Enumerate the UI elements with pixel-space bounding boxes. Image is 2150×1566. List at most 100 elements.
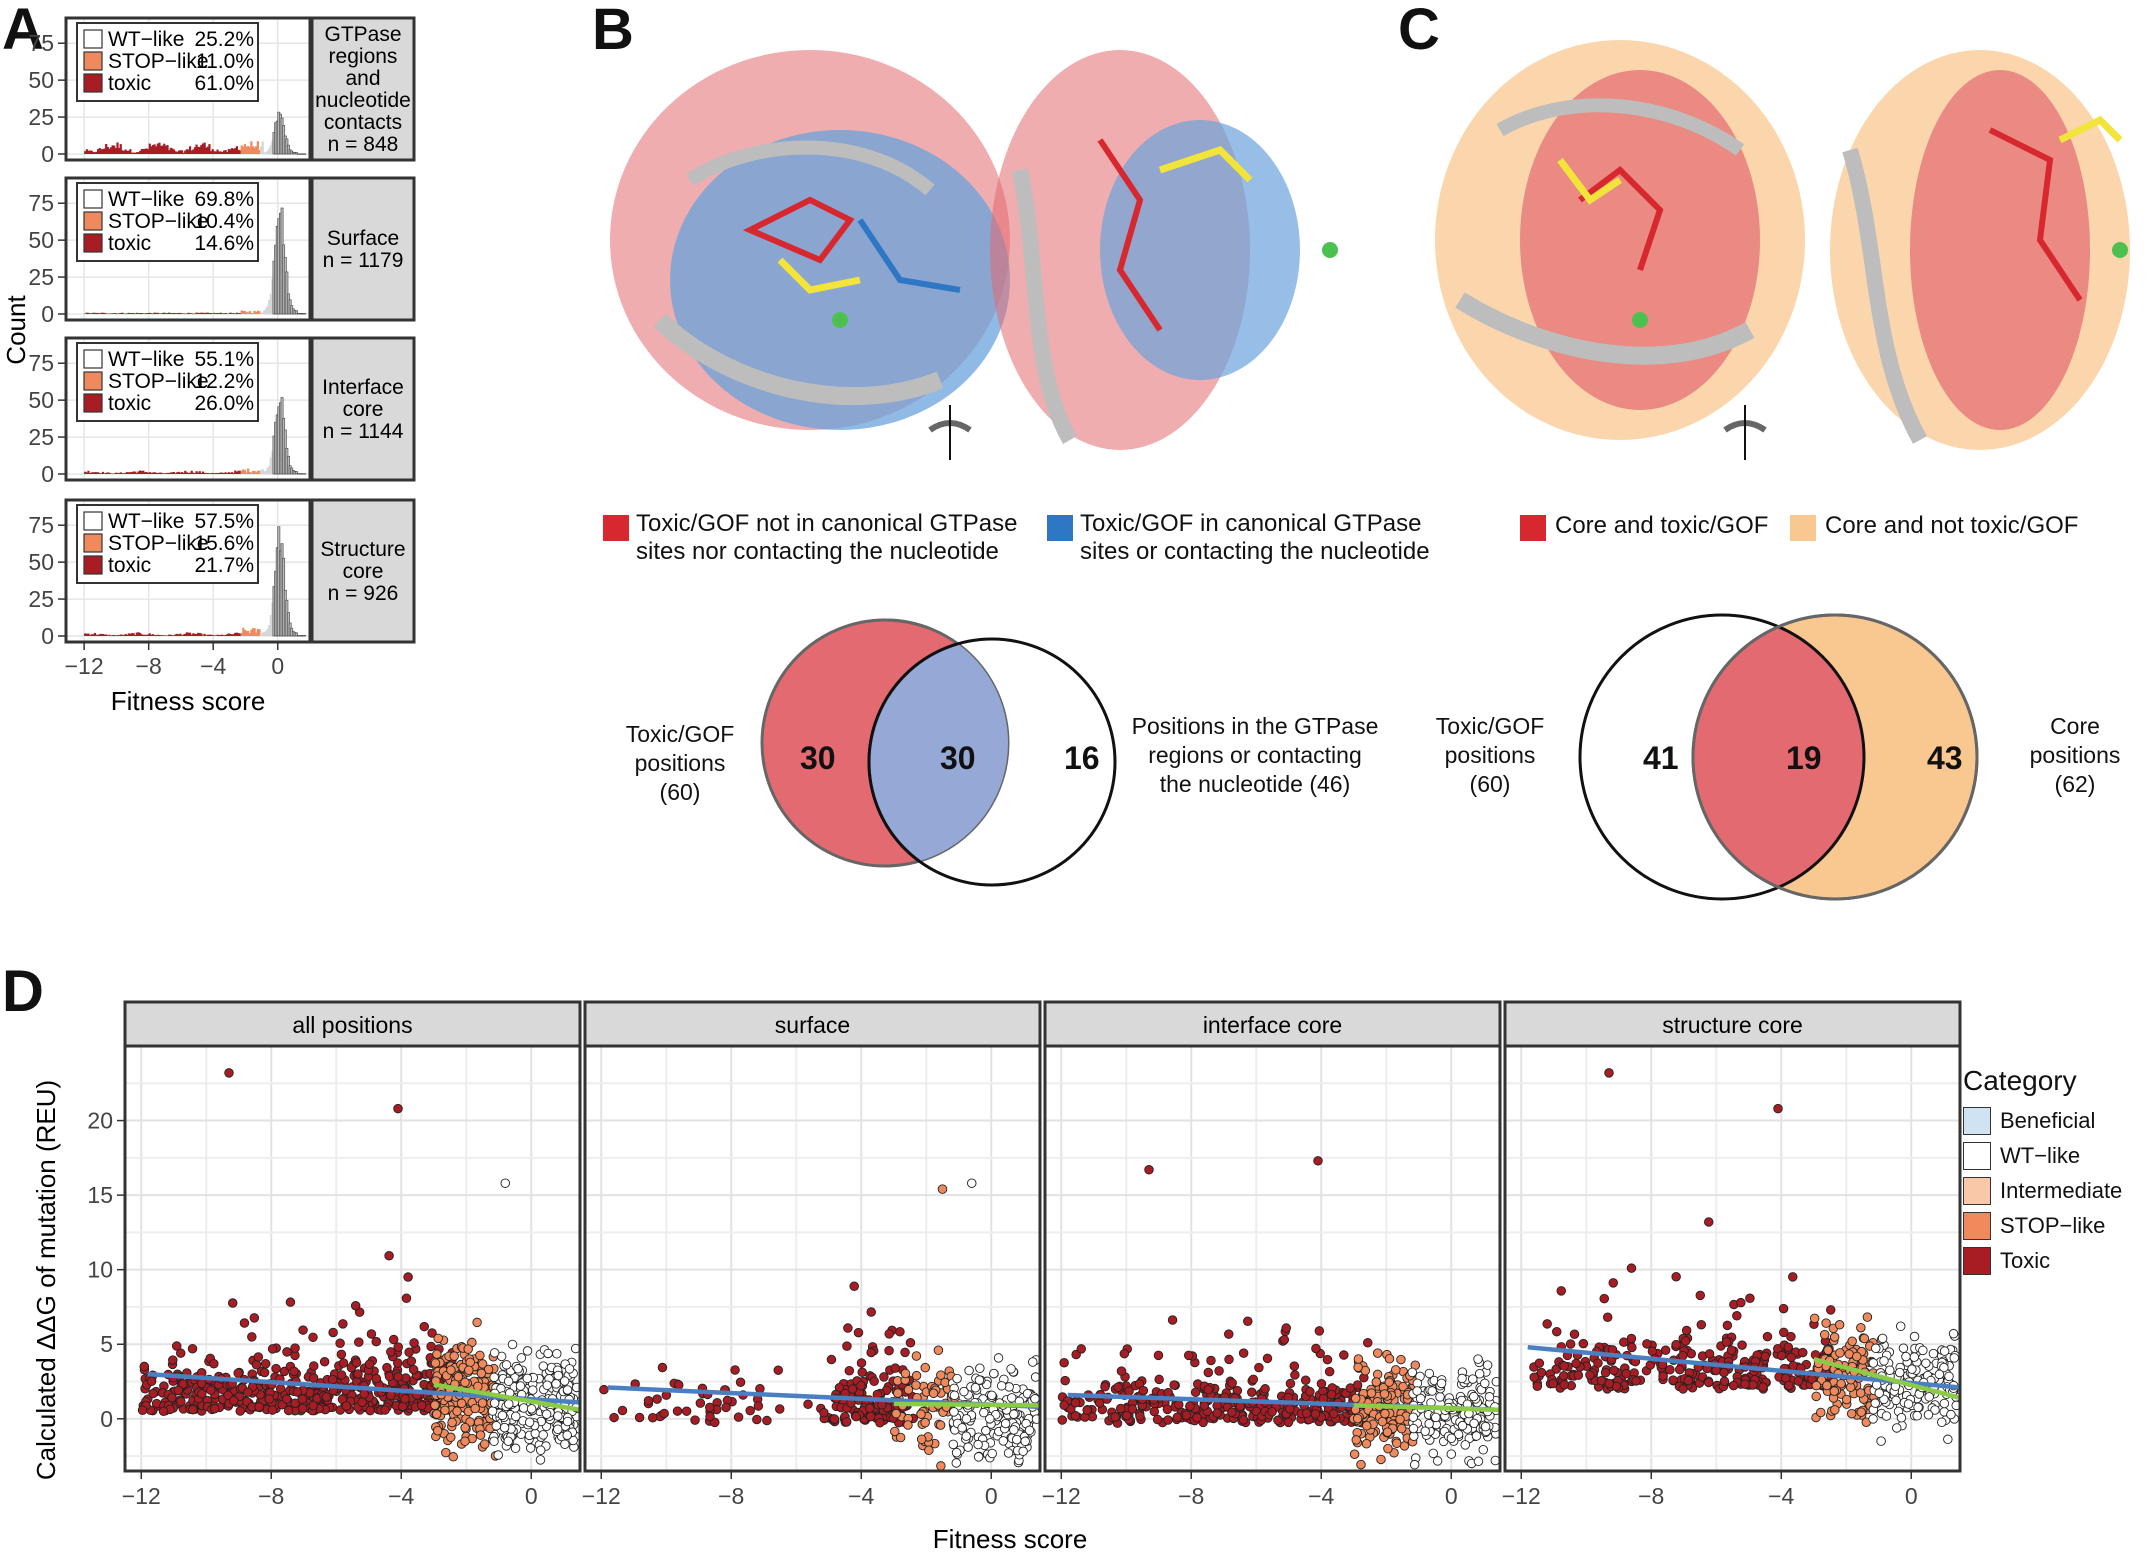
histogram-bar <box>103 473 106 474</box>
histogram-bar <box>242 469 245 474</box>
scatter-facet-3: structure core −12 −8 −4 0 <box>1502 1000 1962 1509</box>
scatter-point <box>1529 1372 1539 1383</box>
histogram-bar <box>134 471 137 474</box>
scatter-point <box>1776 1350 1787 1361</box>
scatter-point <box>819 1407 829 1418</box>
scatter-point <box>1711 1365 1721 1376</box>
scatter-point <box>516 1353 527 1363</box>
histogram-bar <box>153 472 156 474</box>
panel-label-b: B <box>592 0 634 62</box>
histogram-bar <box>137 632 140 636</box>
scatter-point <box>562 1385 573 1395</box>
scatter-point <box>463 1344 473 1354</box>
scatter-point <box>1254 1362 1264 1373</box>
scatter-point <box>1453 1429 1464 1440</box>
scatter-point <box>1836 1378 1846 1389</box>
scatter-point <box>884 1345 894 1356</box>
histogram-bar <box>190 634 193 636</box>
scatter-point <box>979 1407 989 1418</box>
scatter-point <box>503 1436 514 1446</box>
histogram-bar <box>216 634 219 636</box>
histogram-bar <box>161 312 164 314</box>
scatter-point <box>1619 1337 1629 1347</box>
scatter-point <box>446 1432 456 1443</box>
histogram-bar <box>134 152 137 154</box>
scatter-point <box>229 1395 239 1406</box>
scatter-point <box>298 1325 308 1335</box>
scatter-point <box>465 1357 475 1368</box>
legend-pct: 69.8% <box>194 188 254 211</box>
histogram-bar <box>232 148 235 154</box>
histogram-bar <box>269 457 272 474</box>
scatter-point <box>891 1408 901 1419</box>
scatter-point <box>933 1345 944 1356</box>
venn-c-overlap-count: 19 <box>1786 740 1822 776</box>
scatter-point <box>1384 1353 1395 1364</box>
scatter-point <box>890 1426 900 1437</box>
scatter-point <box>456 1398 467 1409</box>
histogram-bar <box>211 472 214 474</box>
histogram-bar <box>127 150 130 154</box>
histogram-bar <box>158 472 161 474</box>
legend-swatch-1 <box>1963 1142 1991 1170</box>
scatter-point <box>1559 1380 1569 1390</box>
histogram-bar <box>221 152 224 154</box>
histogram-bar <box>176 151 179 154</box>
scatter-point <box>146 1376 157 1387</box>
histogram-bar <box>171 635 174 636</box>
scatter-point <box>1431 1412 1441 1423</box>
scatter-point <box>247 1332 257 1342</box>
histogram-bar <box>172 635 176 636</box>
scatter-point <box>1593 1358 1603 1368</box>
scatter-point <box>973 1439 983 1450</box>
histogram-bar <box>103 312 106 314</box>
histogram-bar <box>164 145 167 154</box>
histogram-bar <box>250 629 253 636</box>
scatter-point <box>1398 1381 1408 1392</box>
scatter-point <box>1206 1355 1216 1366</box>
scatter-point <box>1267 1407 1277 1417</box>
histogram-bar <box>200 144 203 154</box>
histogram-bar <box>185 149 188 154</box>
scatter-point <box>1484 1392 1495 1402</box>
histogram-bar <box>266 628 269 636</box>
scatter-point <box>1604 1378 1614 1389</box>
legend-pct: 61.0% <box>194 72 254 95</box>
histogram-bar <box>222 150 226 154</box>
histogram-bar <box>169 634 172 636</box>
histogram-bar <box>106 313 109 315</box>
histogram-bar <box>93 312 97 314</box>
legend-label-1: WT−like <box>2000 1143 2081 1168</box>
scatter-point <box>1238 1348 1249 1358</box>
scatter-point <box>900 1368 911 1379</box>
scatter-point <box>504 1399 514 1409</box>
scatter-point <box>1903 1399 1914 1409</box>
histogram-bar <box>242 146 245 154</box>
scatter-point <box>1391 1438 1402 1449</box>
scatter-point <box>1408 1423 1419 1434</box>
histogram-bar <box>253 310 256 314</box>
histogram-bar <box>113 473 116 474</box>
scatter-point <box>1856 1322 1866 1333</box>
scatter-point <box>753 1401 764 1411</box>
histogram-bar <box>193 313 197 315</box>
scatter-point <box>526 1404 537 1414</box>
scatter-point <box>364 1359 375 1369</box>
histogram-bar <box>85 472 88 474</box>
legend-label: toxic <box>108 554 151 577</box>
histogram-bar <box>197 312 200 314</box>
scatter-point <box>1835 1348 1845 1358</box>
facet-plot-border <box>64 176 312 322</box>
scatter-point <box>403 1272 413 1282</box>
legend-title-d: Category <box>1963 1065 2077 1096</box>
histogram-bar <box>245 631 248 636</box>
histogram-bar <box>176 633 179 636</box>
scatter-point <box>406 1356 417 1366</box>
scatter-point <box>1773 1103 1783 1114</box>
histogram-bar <box>185 313 188 315</box>
scatter-point <box>559 1376 570 1386</box>
scatter-point <box>1599 1293 1609 1304</box>
scatter-point <box>1762 1331 1773 1342</box>
scatter-point <box>1457 1420 1468 1431</box>
